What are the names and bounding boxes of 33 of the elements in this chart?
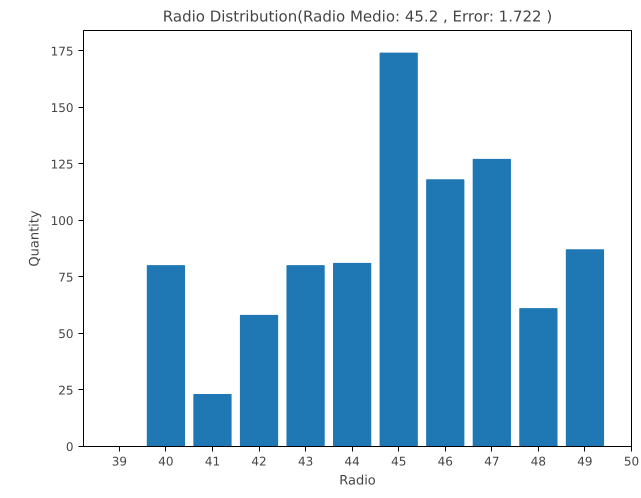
x-tick-label: 50 <box>624 454 640 468</box>
x-tick-label: 49 <box>577 454 593 468</box>
bar <box>519 308 558 446</box>
x-tick-label: 45 <box>391 454 406 468</box>
x-tick-label: 39 <box>112 454 127 468</box>
x-tick-label: 40 <box>158 454 174 468</box>
x-axis-title: Radio <box>339 474 376 488</box>
x-tick-label: 47 <box>484 454 500 468</box>
chart-title: Radio Distribution(Radio Medio: 45.2 , Error: 1.722 ) <box>162 8 552 26</box>
bar <box>426 179 464 446</box>
y-tick-label: 25 <box>58 383 74 398</box>
x-tick-label: 46 <box>438 454 453 468</box>
x-tick-label: 48 <box>530 454 546 468</box>
y-tick-label: 75 <box>58 270 74 284</box>
y-tick-label: 150 <box>50 100 74 115</box>
x-tick-label: 41 <box>204 454 220 468</box>
x-tick-label: 43 <box>298 454 314 468</box>
y-tick-label: 175 <box>50 44 74 58</box>
x-tick-label: 42 <box>251 454 267 468</box>
y-axis-title: Quantity <box>28 210 43 267</box>
bar <box>193 394 232 446</box>
y-tick-label: 50 <box>58 326 74 341</box>
bar <box>472 158 511 446</box>
bar <box>286 265 325 446</box>
bar <box>333 262 372 446</box>
bar <box>380 52 418 446</box>
y-tick-label: 0 <box>66 440 74 454</box>
y-tick-label: 100 <box>50 214 74 228</box>
bar <box>146 265 186 446</box>
x-tick-label: 44 <box>344 454 360 468</box>
y-tick-label: 125 <box>50 157 74 172</box>
bar <box>566 249 604 446</box>
bar <box>240 314 278 446</box>
